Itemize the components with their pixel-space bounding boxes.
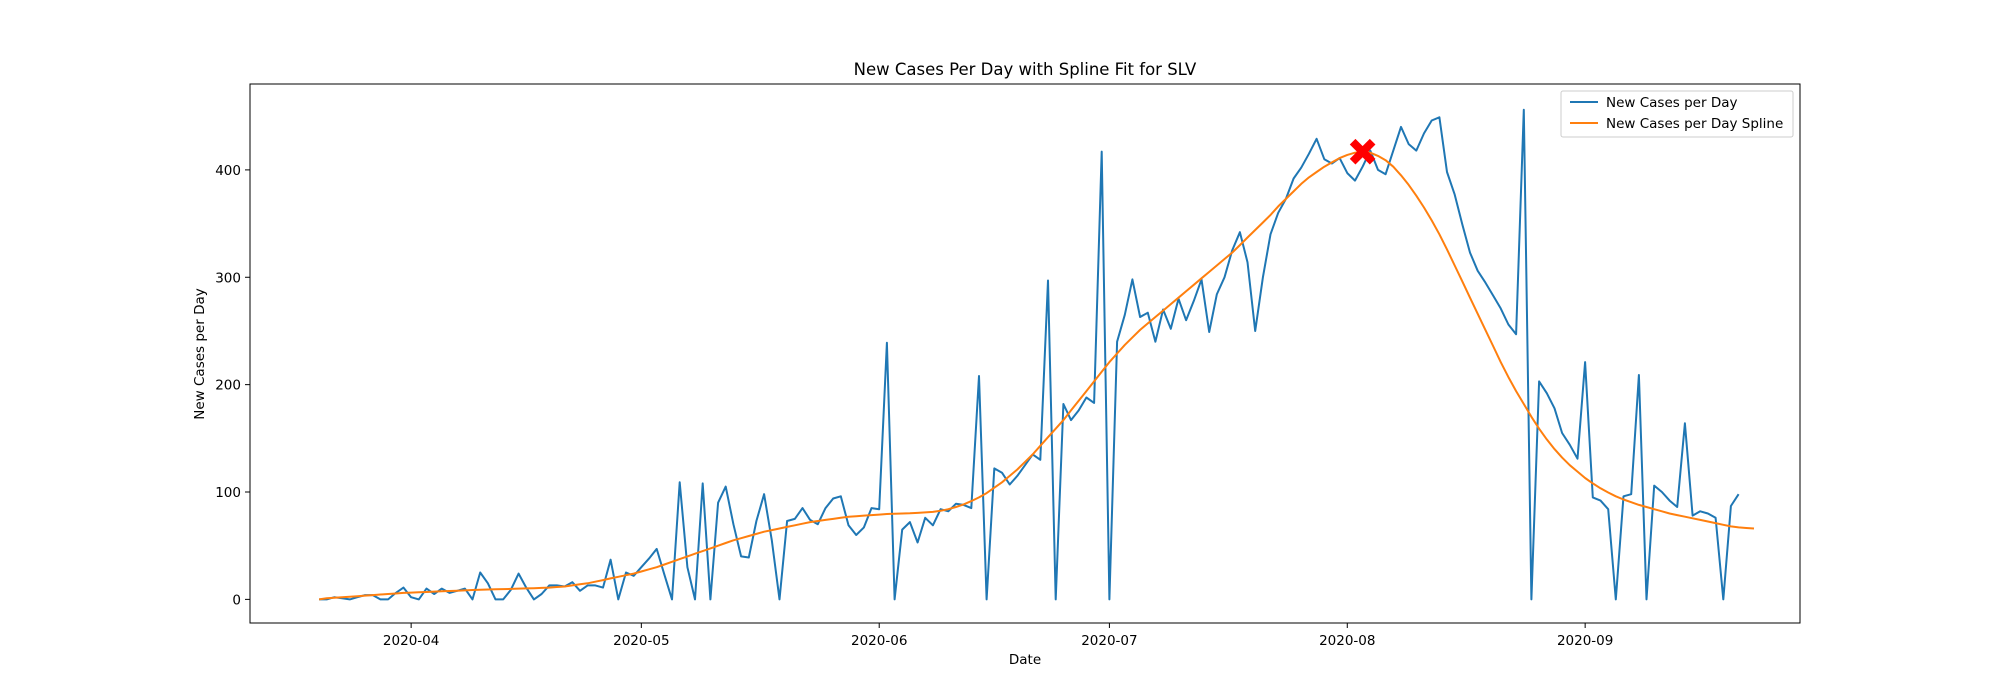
series-line-spline — [318, 150, 1755, 601]
y-tick-label: 200 — [215, 378, 241, 394]
peak-marker-x — [1349, 138, 1376, 165]
x-tick-label: 2020-09 — [1557, 633, 1613, 649]
y-tick-label: 400 — [215, 163, 241, 179]
x-tick-label: 2020-07 — [1081, 633, 1137, 649]
x-tick-label: 2020-04 — [383, 633, 439, 649]
y-axis-label: New Cases per Day — [192, 288, 208, 419]
x-tick-label: 2020-06 — [851, 633, 907, 649]
y-tick-label: 0 — [232, 592, 241, 608]
plot-frame — [249, 83, 1801, 624]
legend-box — [1560, 90, 1794, 138]
x-axis: 2020-04 2020-05 2020-06 2020-07 2020-08 2020-… — [383, 623, 1613, 649]
y-axis: 0 100 200 300 400 — [215, 163, 250, 608]
series-layer — [318, 108, 1755, 601]
legend-label-cases: New Cases per Day — [1606, 95, 1737, 111]
y-tick-label: 100 — [215, 485, 241, 501]
chart-title: New Cases Per Day with Spline Fit for SL… — [854, 60, 1197, 79]
series-line-cases — [319, 108, 1740, 601]
x-tick-label: 2020-05 — [613, 633, 669, 649]
legend: New Cases per Day New Cases per Day Spli… — [1560, 90, 1794, 138]
legend-label-spline: New Cases per Day Spline — [1606, 116, 1783, 132]
y-tick-label: 300 — [215, 270, 241, 286]
x-axis-label: Date — [1009, 652, 1041, 668]
peak-marker — [1349, 138, 1376, 165]
x-tick-label: 2020-08 — [1319, 633, 1375, 649]
